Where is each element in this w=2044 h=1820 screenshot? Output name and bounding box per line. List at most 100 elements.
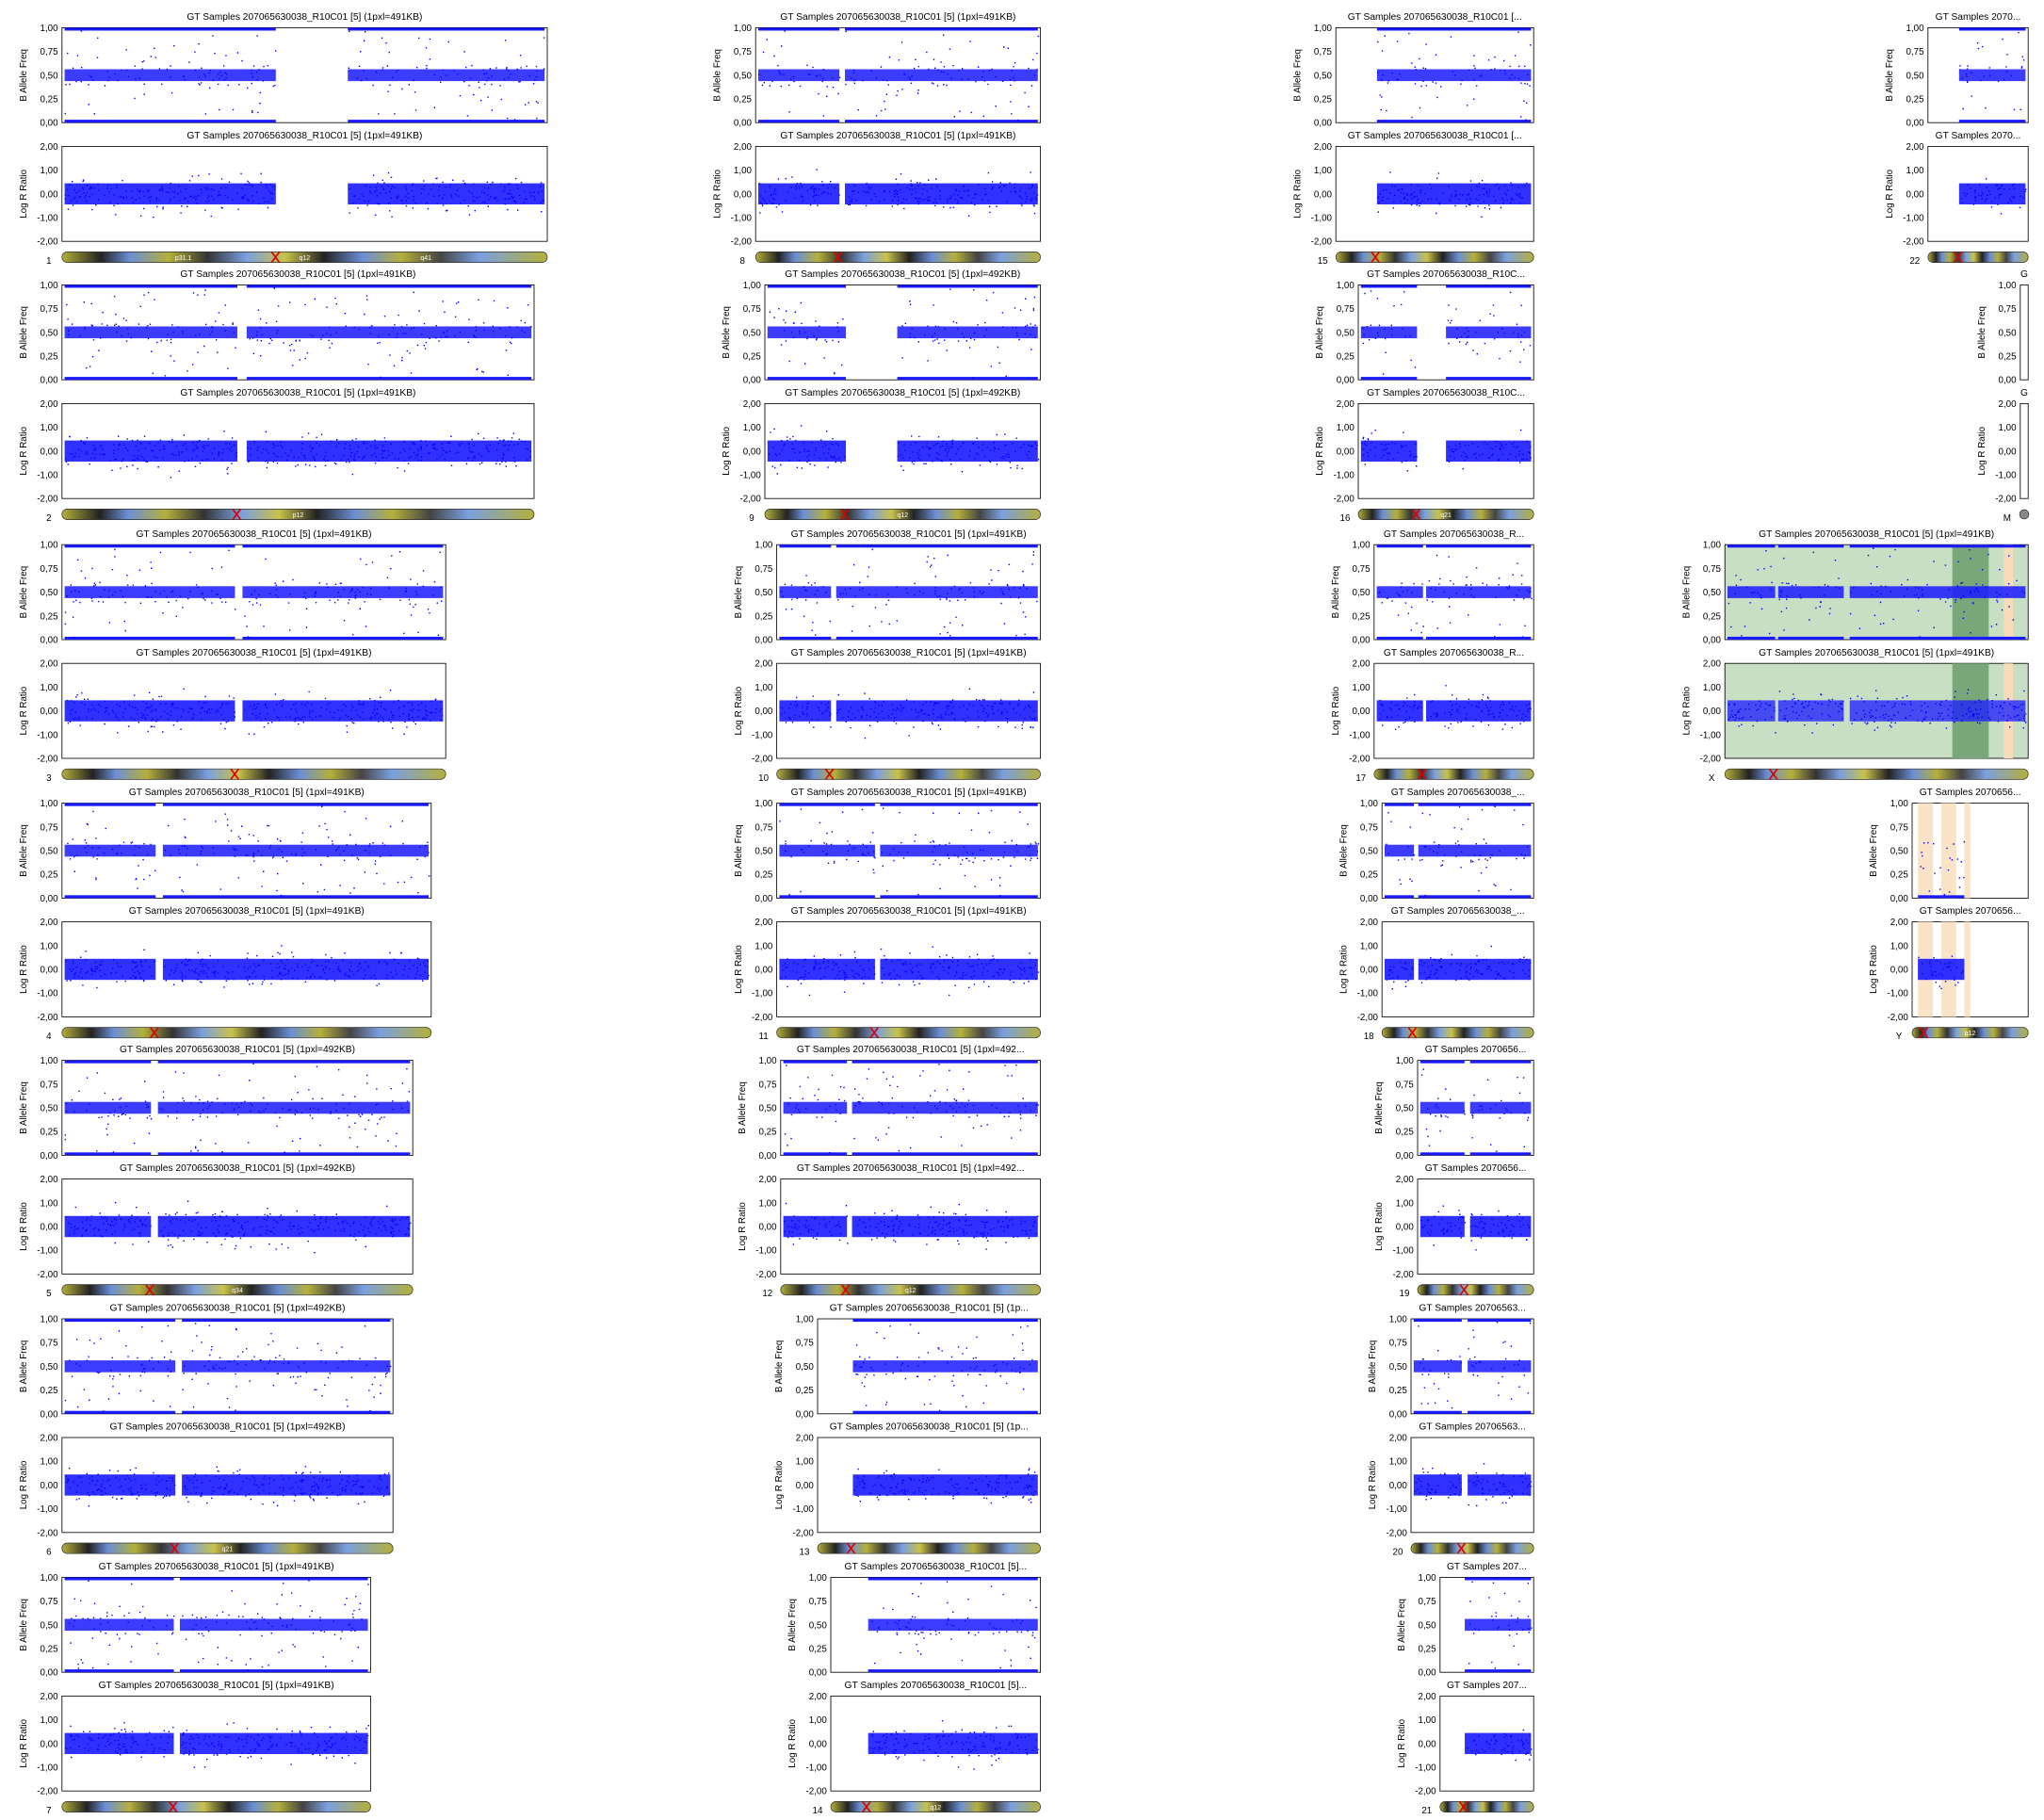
y-tick-label: -1,00 — [37, 1504, 58, 1515]
panel-title: GT Samples 207... — [1447, 1681, 1527, 1691]
y-tick-label: 0,75 — [1396, 1080, 1415, 1090]
y-tick-label: 0,00 — [41, 636, 59, 646]
panel-title: GT Samples 2070656... — [1920, 788, 2021, 798]
y-tick-label: 1,00 — [41, 799, 59, 809]
data-band — [162, 895, 430, 899]
y-tick-label: 0,75 — [754, 822, 773, 833]
y-tick-label: -2,00 — [752, 755, 773, 765]
baf-plot: GT Samples 207065630038_R10C01 [5] (1pxl… — [19, 269, 535, 386]
y-tick-label: 0,00 — [754, 966, 773, 976]
y-tick-label: 1,00 — [41, 541, 59, 551]
y-tick-label: 0,00 — [1389, 1409, 1408, 1420]
ideogram — [1439, 1801, 1534, 1812]
y-tick-label: 1,00 — [743, 281, 762, 291]
data-band — [1426, 544, 1532, 548]
y-tick-label: 0,50 — [754, 588, 773, 598]
y-axis-label: B Allele Freq — [1315, 306, 1325, 359]
data-band — [182, 1410, 391, 1414]
y-tick-label: -1,00 — [37, 214, 58, 224]
ideogram — [61, 1801, 371, 1812]
data-band — [157, 1060, 411, 1064]
y-tick-label: 2,00 — [1314, 142, 1333, 153]
data-band — [64, 895, 156, 899]
y-tick-label: 2,00 — [1360, 918, 1379, 928]
data-band — [1413, 1410, 1462, 1414]
ideogram — [61, 1542, 394, 1554]
y-tick-label: 0,75 — [1389, 1339, 1408, 1349]
data-band — [1849, 636, 2026, 640]
panel-title: GT Samples 207065630038_... — [1391, 788, 1525, 798]
y-axis-label: Log R Ratio — [19, 169, 29, 218]
y-tick-label: -2,00 — [1995, 495, 2017, 505]
ideogram — [1724, 768, 2029, 780]
y-tick-label: 1,00 — [754, 799, 773, 809]
y-tick-label: 0,00 — [41, 1223, 59, 1233]
y-axis-label: B Allele Freq — [19, 566, 29, 619]
data-band — [880, 958, 1038, 981]
y-axis-label: B Allele Freq — [19, 1599, 29, 1651]
data-band — [897, 326, 1038, 339]
y-axis-label: Log R Ratio — [1338, 945, 1349, 994]
y-tick-label: 0,00 — [41, 189, 59, 200]
data-band — [64, 700, 235, 722]
lrr-plot: GT Samples 207065630038_R10C01 [5] (1pxl… — [712, 131, 1042, 248]
data-band — [182, 1360, 391, 1373]
centromere — [145, 1284, 154, 1296]
panel-title: GT Samples 207065630038_... — [1391, 906, 1525, 917]
data-band — [779, 844, 875, 857]
y-tick-label: 2,00 — [759, 1175, 778, 1185]
y-tick-label: 1,00 — [1419, 1573, 1437, 1584]
band-label: q12 — [930, 1805, 941, 1812]
baf-plot: GT Samples 207065630038_R10C01 [5] (1pxl… — [1681, 529, 2029, 646]
data-band — [868, 1669, 1038, 1673]
y-tick-label: 0,50 — [1337, 328, 1355, 338]
y-tick-label: 1,00 — [1337, 281, 1355, 291]
data-band — [845, 183, 1038, 204]
ideogram — [1927, 252, 2029, 263]
y-tick-label: 0,00 — [1703, 636, 1722, 646]
y-tick-label: 2,00 — [1999, 399, 2018, 410]
data-band — [1385, 844, 1415, 857]
ideogram — [61, 509, 535, 520]
y-tick-label: 0,75 — [796, 1339, 815, 1349]
data-band — [1426, 586, 1532, 598]
band-label: q12 — [300, 255, 311, 262]
y-tick-label: 0,25 — [1890, 870, 1909, 881]
panel-title: G — [2020, 269, 2028, 280]
data-band — [1918, 895, 1965, 899]
data-band — [1446, 377, 1532, 381]
baf-plot: GT Samples 207065630038_R10C01 [5] (1p..… — [774, 1304, 1042, 1420]
y-tick-label: 1,00 — [41, 683, 59, 693]
y-tick-label: 0,00 — [1314, 119, 1333, 129]
data-band — [1918, 958, 1965, 981]
y-tick-label: 0,00 — [759, 1151, 778, 1162]
y-tick-label: 0,00 — [734, 119, 753, 129]
data-band — [852, 1360, 1038, 1373]
y-axis-label: Log R Ratio — [19, 686, 29, 735]
lrr-plot: GT Samples 207065630038_R10C01 [5] (1pxl… — [19, 388, 535, 505]
y-tick-label: 1,00 — [809, 1573, 828, 1584]
data-band — [1360, 284, 1418, 288]
data-band — [868, 1618, 1038, 1632]
data-band — [64, 1360, 176, 1373]
y-tick-label: 0,50 — [1389, 1362, 1408, 1373]
y-tick-label: 1,00 — [41, 1715, 59, 1726]
y-tick-label: 0,50 — [1314, 71, 1333, 81]
data-band — [1728, 544, 1776, 548]
y-tick-label: -1,00 — [1333, 471, 1355, 481]
chromosome-label: 10 — [758, 773, 769, 784]
y-tick-label: 1,00 — [1906, 24, 1925, 34]
y-tick-label: 2,00 — [754, 918, 773, 928]
panel-title: GT Samples 207065630038_R10C01 [5] (1pxl… — [120, 1163, 355, 1174]
y-tick-label: 1,00 — [41, 1056, 59, 1066]
data-band — [1465, 1618, 1532, 1632]
y-tick-label: 0,75 — [759, 1080, 778, 1090]
lrr-plot: GT Samples 207065630038_R10C01 [... 2,00 1… — [1292, 131, 1534, 248]
baf-plot: GT Samples 207065630038_R10C01 [... 1,00 0… — [1292, 12, 1534, 129]
y-tick-label: 0,50 — [1419, 1620, 1437, 1631]
y-tick-label: 1,00 — [41, 24, 59, 34]
y-tick-label: 0,00 — [809, 1739, 828, 1749]
y-tick-label: -2,00 — [37, 1013, 58, 1023]
y-tick-label: 0,75 — [1314, 47, 1333, 57]
data-band — [64, 1410, 176, 1414]
